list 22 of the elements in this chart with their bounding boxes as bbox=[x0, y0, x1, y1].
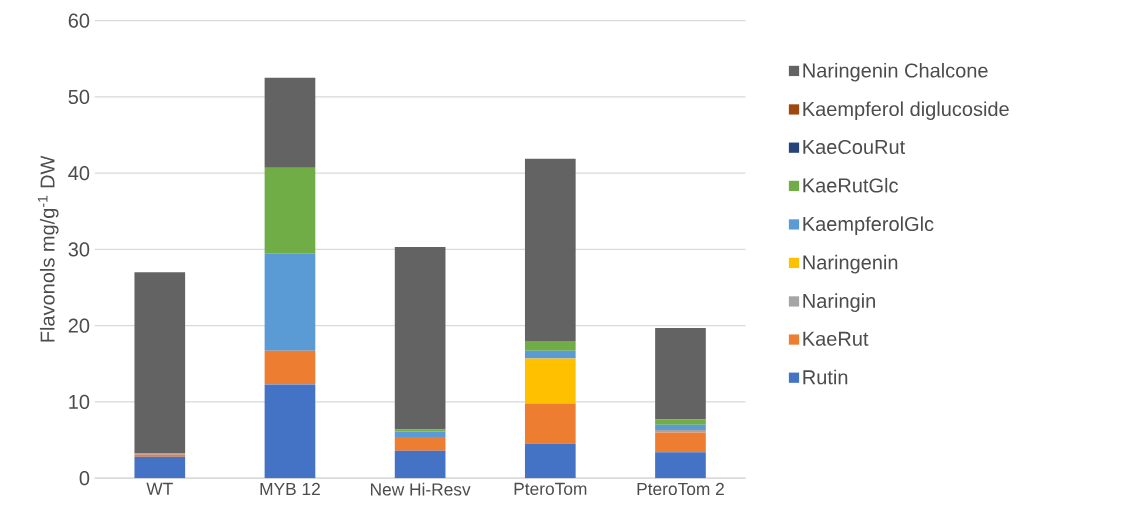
y-tick-label: 0 bbox=[79, 470, 90, 486]
legend-label: KaeRut bbox=[803, 331, 869, 346]
legend-label: Naringenin bbox=[803, 254, 898, 274]
y-tick-label: 40 bbox=[68, 166, 90, 181]
x-tick-label: WT bbox=[146, 482, 173, 495]
y-tick-label: 50 bbox=[68, 89, 90, 104]
legend-label: KaeRutGlc bbox=[803, 177, 898, 193]
legend-label: KaempferolGlc bbox=[803, 216, 934, 235]
y-axis-title: Flavonols mg/g$^{-1}$ DW bbox=[37, 155, 59, 342]
x-tick-label: MYB 12 bbox=[260, 482, 320, 495]
legend-label: KaeCouRut bbox=[803, 139, 906, 154]
legend-label: Naringenin Chalcone bbox=[803, 62, 988, 82]
y-tick-label: 20 bbox=[68, 318, 90, 333]
y-tick-label: 10 bbox=[69, 394, 90, 409]
legend-label: Naringin bbox=[803, 293, 875, 312]
x-tick-label: New Hi-Resv bbox=[370, 482, 471, 496]
legend-label: Kaempferol diglucoside bbox=[803, 101, 1009, 120]
x-tick-label: PteroTom bbox=[514, 482, 587, 495]
y-tick-label: 60 bbox=[68, 13, 90, 28]
legend-label: Rutin bbox=[803, 369, 848, 385]
y-tick-label: 30 bbox=[68, 242, 90, 257]
x-tick-label: PteroTom 2 bbox=[637, 482, 724, 496]
